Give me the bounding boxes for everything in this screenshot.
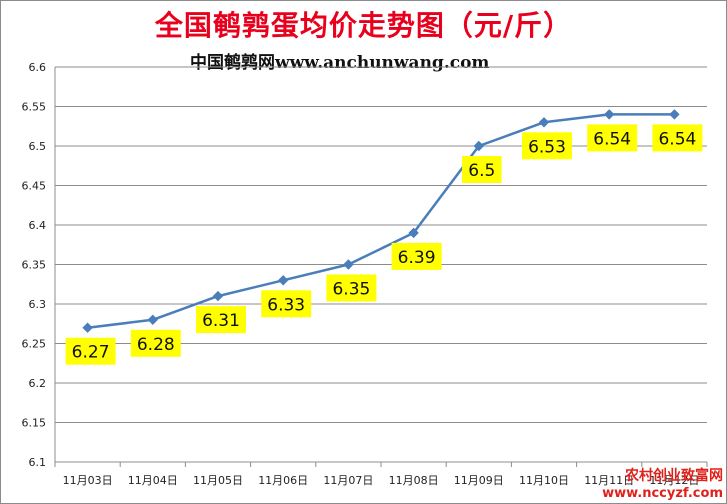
data-label-box [462,156,502,183]
y-tick-label: 6.3 [29,298,47,311]
y-tick-label: 6.45 [22,180,47,193]
data-label: 6.31 [202,311,240,331]
x-tick-label: 11月09日 [454,474,504,487]
y-tick-label: 6.2 [29,377,47,390]
data-label-box [652,124,703,152]
watermark: 农村创业致富网 www.nccyzf.com [602,468,723,502]
data-label: 6.39 [398,248,436,268]
data-point [408,227,419,239]
data-label: 6.28 [137,335,175,355]
data-label: 6.5 [468,161,495,181]
data-point [669,109,680,120]
data-label: 6.27 [72,343,110,363]
x-tick-label: 11月10日 [519,474,569,487]
data-label-box [261,290,312,318]
data-label: 6.53 [528,137,566,157]
x-tick-label: 11月11日 [584,474,634,487]
x-tick-label: 11月03日 [63,474,113,487]
y-tick-label: 6.1 [29,456,47,469]
data-label-box [130,329,181,357]
data-label-box [196,306,246,334]
y-tick-label: 6.15 [22,417,47,430]
series-line [87,113,675,329]
x-tick-label: 11月04日 [128,474,178,487]
data-label: 6.35 [332,280,370,300]
y-tick-label: 6.4 [29,219,47,232]
data-point [603,109,615,120]
data-label-box [391,242,442,270]
data-label-box [587,124,638,152]
data-point [212,290,224,302]
data-label: 6.54 [593,129,631,149]
x-tick-label: 11月08日 [389,474,439,487]
y-tick-label: 6.25 [22,338,47,351]
data-point [277,275,289,286]
watermark-line2: www.nccyzf.com [602,486,723,501]
data-point [538,117,550,128]
data-label-box [326,274,377,302]
data-label: 6.54 [658,129,696,149]
x-tick-label: 11月06日 [258,474,308,487]
data-label-box [65,337,116,365]
data-point [473,140,485,152]
x-tick-label: 11月07日 [323,474,373,487]
data-point [82,322,93,333]
y-tick-label: 6.5 [29,140,47,153]
y-tick-label: 6.6 [29,61,47,74]
data-point [147,314,159,326]
data-point [343,259,354,270]
chart-subtitle: 中国鹌鹑网www.anchunwang.com [190,53,490,73]
x-tick-label: 11月05日 [193,474,243,487]
chart-title: 全国鹌鹑蛋均价走势图（元/斤） [154,9,573,42]
x-tick-label: 11月12日 [649,474,699,487]
data-label: 6.33 [267,295,305,315]
y-tick-label: 6.35 [22,259,47,272]
watermark-line1: 农村创业致富网 [625,468,723,484]
data-label-box [522,132,572,160]
y-tick-label: 6.55 [22,101,47,114]
